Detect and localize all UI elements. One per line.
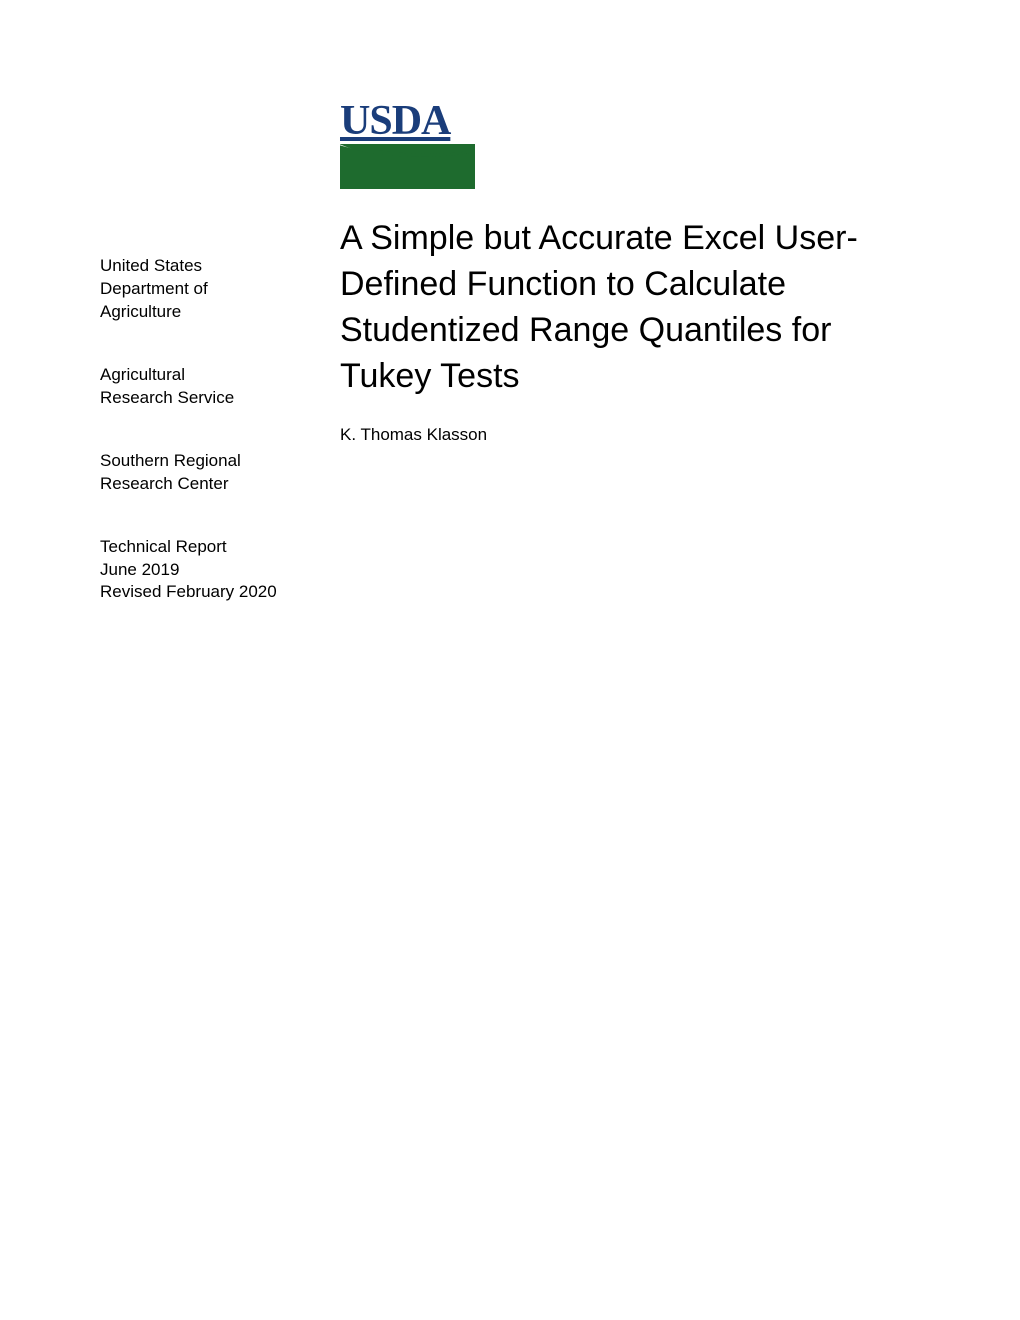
page-container: United StatesDepartment ofAgriculture Ag… (0, 0, 1020, 1320)
document-title: A Simple but Accurate Excel User-Defined… (340, 216, 920, 400)
sidebar-org-3: Southern RegionalResearch Center (100, 450, 310, 496)
sidebar-org-2: AgriculturalResearch Service (100, 364, 310, 410)
usda-logo-text: USDA (340, 100, 475, 142)
usda-logo-field-icon (340, 144, 475, 189)
sidebar-report-info: Technical ReportJune 2019Revised Februar… (100, 536, 310, 605)
author-name: K. Thomas Klasson (340, 424, 920, 446)
main-content: USDA A Simple but Accurate Excel User-De… (310, 100, 920, 1220)
left-sidebar: United StatesDepartment ofAgriculture Ag… (100, 100, 310, 1220)
usda-logo: USDA (340, 100, 920, 194)
sidebar-org-1: United StatesDepartment ofAgriculture (100, 255, 310, 324)
